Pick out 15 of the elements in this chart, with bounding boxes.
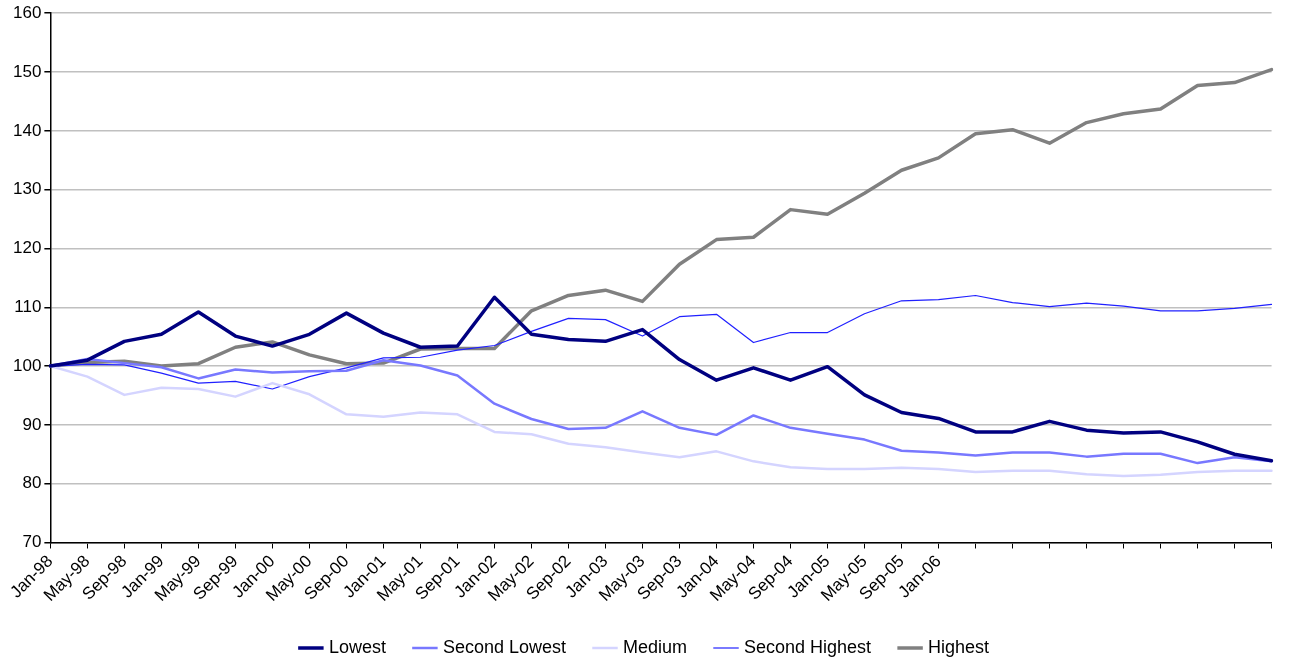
y-tick-label: 100 (12, 355, 42, 375)
y-tick-label: 110 (14, 296, 42, 316)
y-tick-label: 70 (22, 532, 42, 552)
legend-label: Highest (928, 636, 990, 657)
legend-label: Lowest (328, 636, 386, 657)
y-tick-label: 150 (12, 61, 42, 81)
y-tick-label: 140 (12, 120, 42, 140)
legend-label: Second Lowest (442, 636, 566, 657)
y-tick-label: 120 (12, 238, 42, 258)
y-tick-label: 130 (12, 179, 42, 199)
y-tick-label: 90 (22, 414, 42, 434)
legend-label: Second Highest (744, 636, 872, 657)
legend-label: Medium (622, 636, 688, 657)
y-tick-label: 80 (22, 473, 42, 493)
y-tick-label: 160 (12, 2, 42, 22)
